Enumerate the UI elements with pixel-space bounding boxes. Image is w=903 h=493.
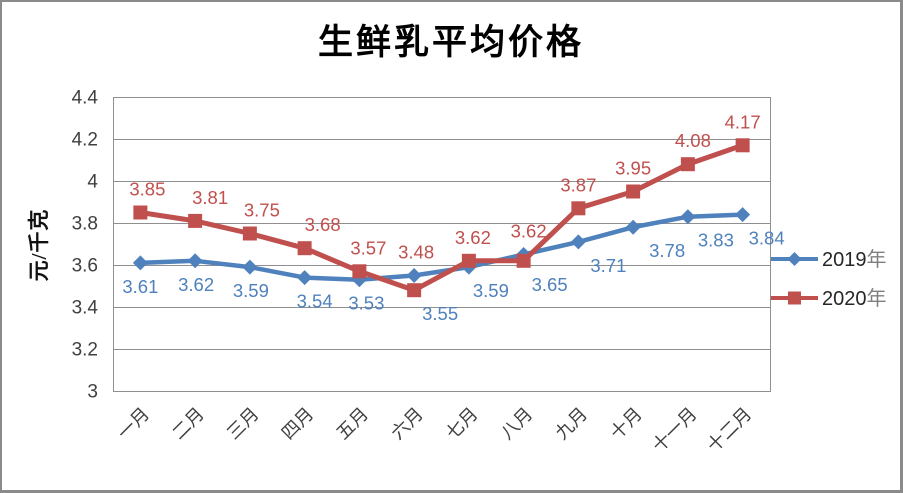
x-tick-label: 十月 — [606, 404, 646, 444]
data-label-2020: 3.62 — [511, 221, 547, 242]
legend-marker — [788, 291, 801, 305]
data-label-2020: 3.57 — [350, 237, 386, 258]
data-label-2020: 4.08 — [675, 130, 711, 151]
data-point-marker[interactable] — [242, 226, 257, 241]
data-point-marker[interactable] — [406, 268, 422, 283]
x-tick-label: 七月 — [442, 404, 482, 444]
data-labels: 3.85 3.81 3.75 3.68 3.57 3.48 3.62 3.62 3.87 3.95… — [122, 111, 784, 324]
data-point-marker[interactable] — [680, 157, 695, 172]
data-point-marker[interactable] — [297, 241, 312, 256]
x-tick-label: 四月 — [278, 404, 318, 444]
data-label-2019: 3.78 — [649, 240, 685, 261]
legend-entry-2019[interactable]: 2019年 — [771, 248, 887, 271]
data-point-marker[interactable] — [242, 259, 258, 275]
chart-title: 生鲜乳平均价格 — [317, 23, 584, 62]
data-point-marker[interactable] — [571, 201, 586, 216]
data-point-marker[interactable] — [297, 270, 313, 286]
y-tick-label: 3.4 — [72, 298, 99, 319]
data-point-marker[interactable] — [187, 253, 203, 269]
y-tick-label: 4 — [87, 172, 98, 193]
data-point-marker[interactable] — [188, 213, 203, 228]
data-label-2020: 3.75 — [244, 200, 280, 221]
x-tick-label: 二月 — [168, 404, 208, 444]
data-label-2020: 3.62 — [455, 227, 491, 248]
x-tick-label: 十一月 — [648, 404, 700, 456]
y-tick-label: 3.2 — [72, 340, 98, 361]
y-tick-label: 4.2 — [72, 130, 98, 151]
data-label-2020: 3.95 — [615, 158, 651, 179]
data-label-2020: 3.81 — [192, 187, 228, 208]
series-2020 — [133, 138, 750, 298]
data-label-2019: 3.83 — [698, 230, 734, 251]
series-line-2020[interactable] — [139, 142, 744, 293]
data-label-2020: 3.85 — [129, 179, 165, 200]
data-label-2020: 3.87 — [560, 174, 596, 195]
y-axis-tick-labels: 4.4 4.2 4 3.8 3.6 3.4 3.2 3 — [72, 88, 99, 403]
data-label-2019: 3.84 — [749, 228, 785, 249]
data-point-marker[interactable] — [133, 205, 148, 220]
plot-area-border — [113, 97, 771, 392]
y-tick-label: 3.8 — [72, 214, 98, 235]
data-label-2019: 3.59 — [233, 280, 269, 301]
legend-label: 2020年 — [822, 287, 887, 310]
data-label-2019: 3.62 — [178, 274, 214, 295]
series-line-2019[interactable] — [140, 212, 743, 282]
data-point-marker[interactable] — [132, 255, 148, 271]
legend-label: 2019年 — [822, 248, 887, 271]
data-point-marker[interactable] — [735, 207, 751, 223]
x-tick-label: 五月 — [333, 404, 373, 444]
x-tick-label: 八月 — [497, 404, 537, 444]
data-label-2020: 4.17 — [725, 111, 761, 132]
data-label-2019: 3.61 — [122, 276, 158, 297]
y-tick-label: 3 — [87, 382, 98, 403]
data-label-2019: 3.53 — [348, 293, 384, 314]
data-point-marker[interactable] — [735, 138, 750, 153]
x-tick-label: 六月 — [387, 404, 427, 444]
data-label-2019: 3.55 — [422, 303, 458, 324]
data-label-2019: 3.65 — [532, 274, 568, 295]
series-2019 — [132, 207, 751, 288]
data-point-marker[interactable] — [680, 209, 696, 225]
data-label-2019: 3.59 — [473, 280, 509, 301]
data-point-marker[interactable] — [626, 184, 641, 199]
data-point-marker[interactable] — [352, 264, 367, 279]
data-point-marker[interactable] — [570, 234, 586, 250]
data-point-marker[interactable] — [516, 253, 531, 268]
legend-marker — [787, 252, 802, 266]
data-label-2020: 3.48 — [398, 242, 434, 263]
data-label-2019: 3.54 — [297, 291, 333, 312]
x-tick-label: 十二月 — [703, 404, 755, 456]
x-tick-label: 九月 — [552, 404, 592, 444]
data-point-marker[interactable] — [461, 253, 476, 268]
y-tick-label: 4.4 — [72, 88, 99, 109]
x-axis-tick-labels: 一月 二月 三月 四月 五月 六月 七月 八月 九月 十月 十一月 十二月 — [114, 404, 756, 456]
data-label-2019: 3.71 — [590, 255, 626, 276]
data-point-marker[interactable] — [625, 219, 641, 235]
legend-entry-2020[interactable]: 2020年 — [771, 287, 887, 310]
x-tick-label: 三月 — [223, 404, 263, 444]
data-point-marker[interactable] — [407, 283, 422, 298]
y-tick-label: 3.6 — [72, 256, 98, 277]
x-tick-label: 一月 — [114, 404, 154, 444]
data-label-2020: 3.68 — [305, 214, 341, 235]
